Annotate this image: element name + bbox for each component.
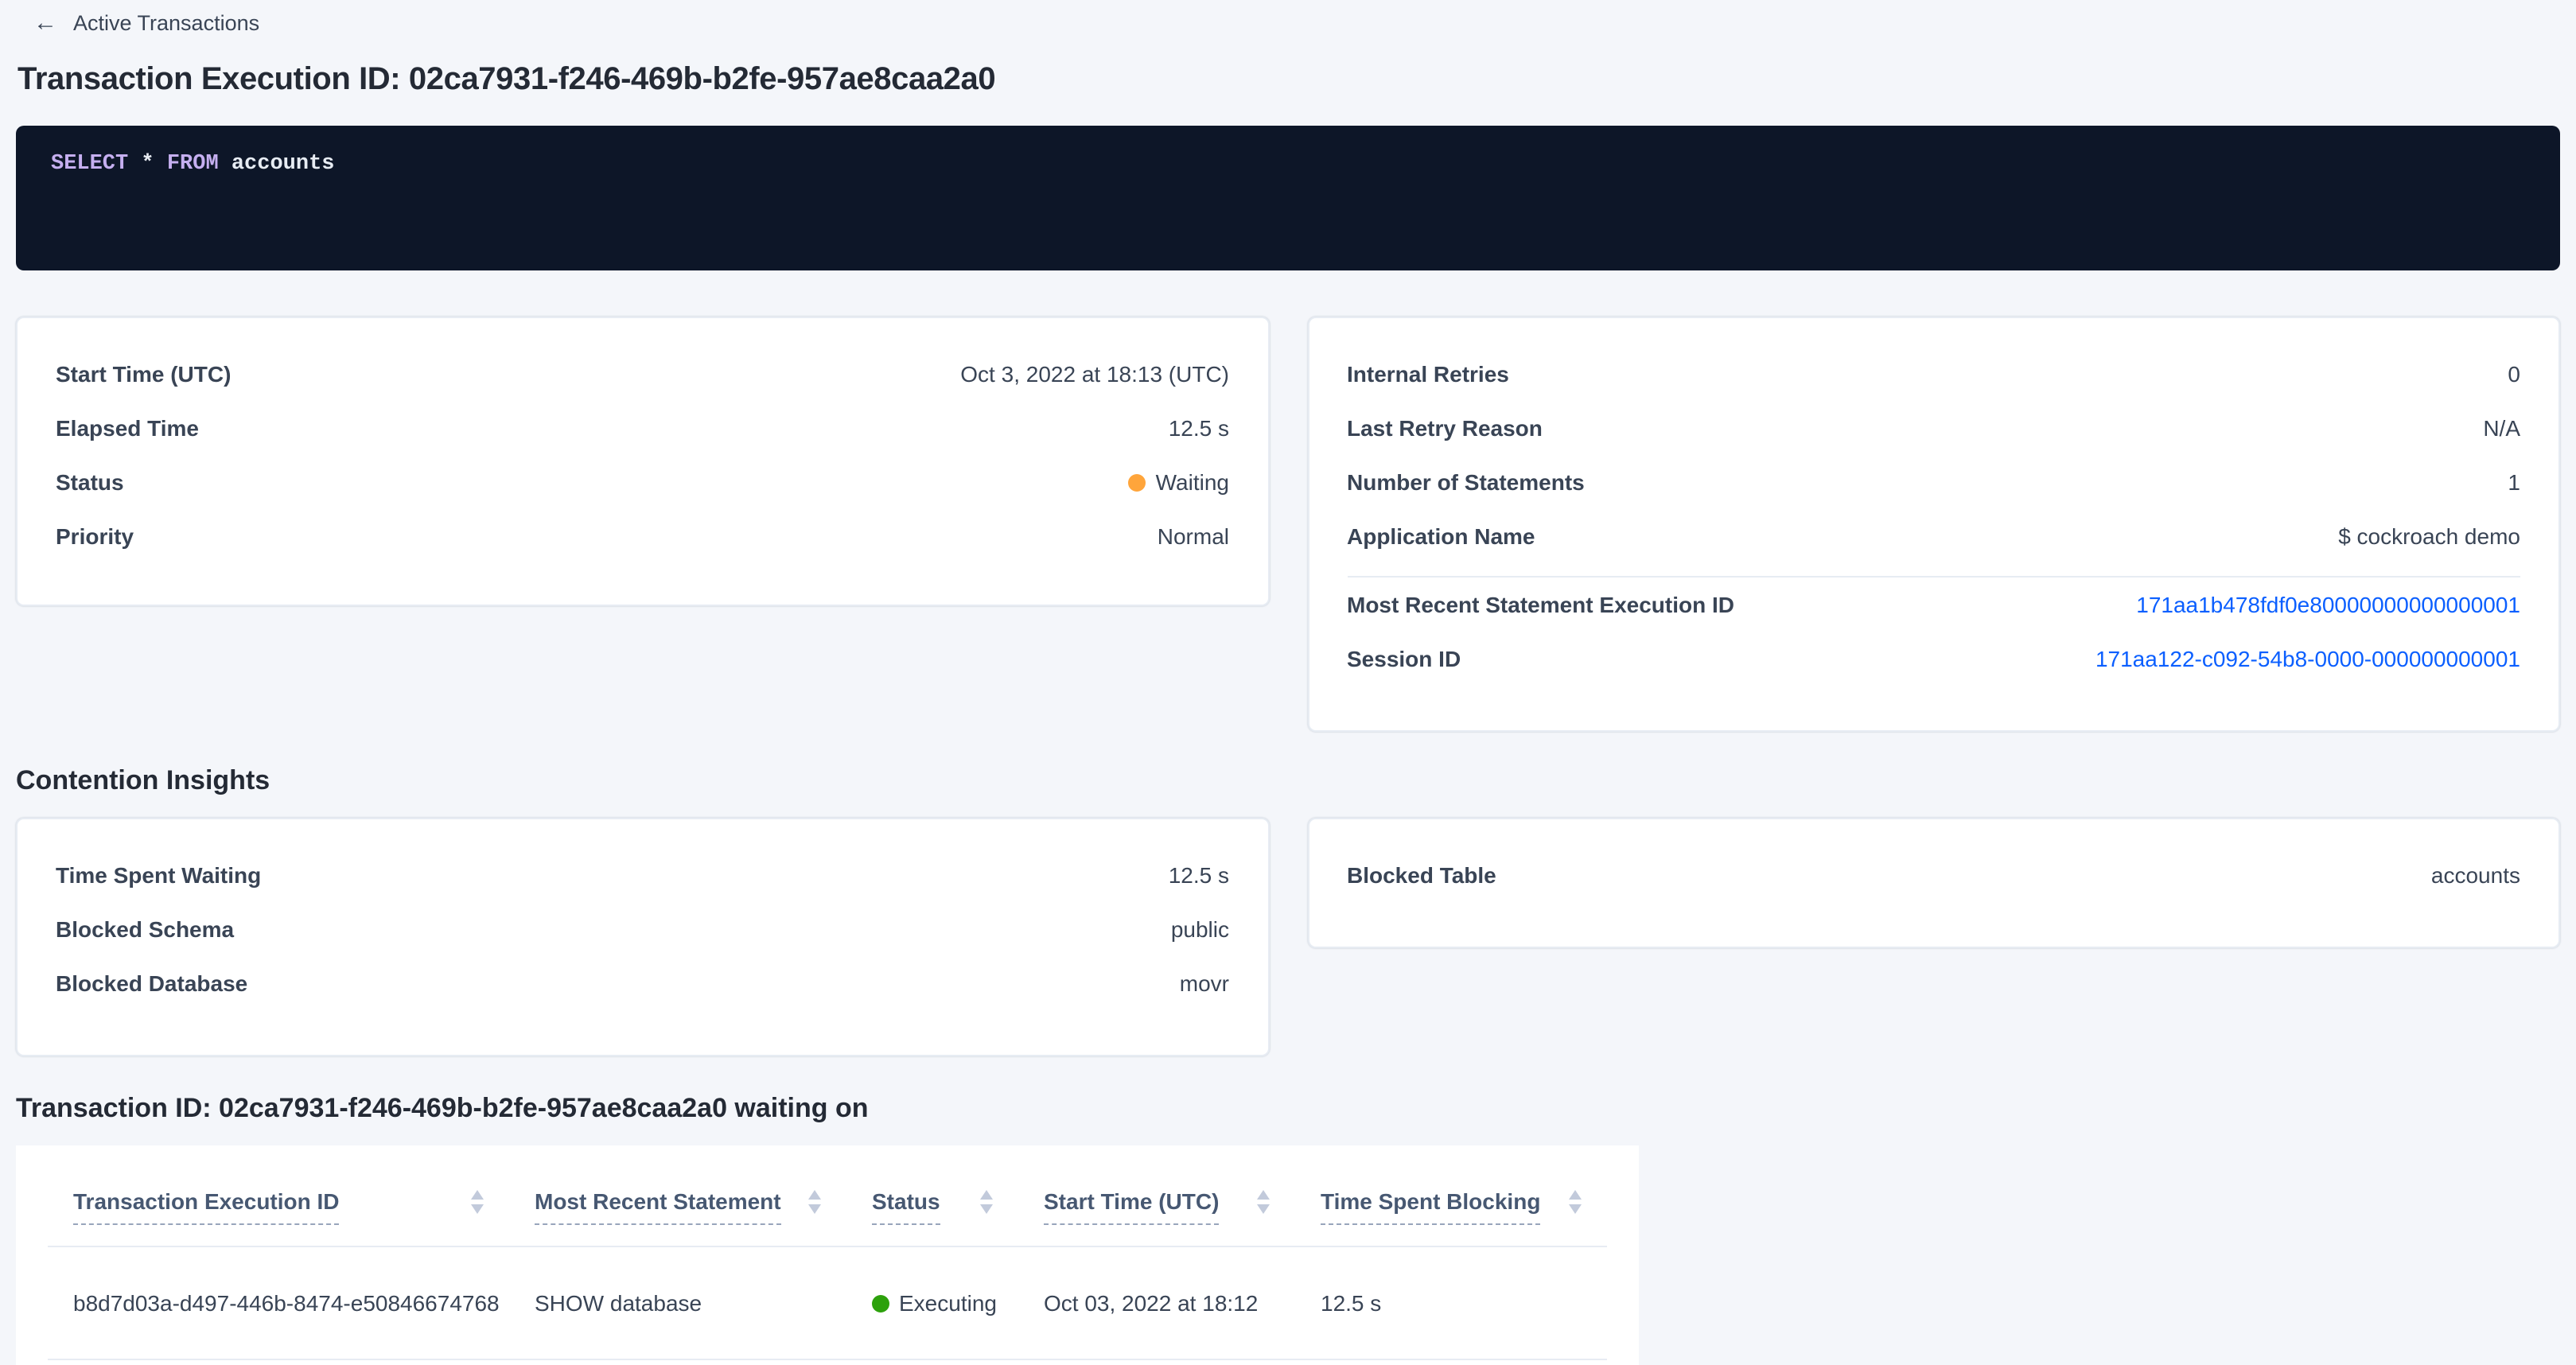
waiting-on-table-panel: Transaction Execution ID Most Recent Sta…	[16, 1145, 1639, 1365]
waiting-on-table: Transaction Execution ID Most Recent Sta…	[48, 1177, 1607, 1360]
cell-transaction-execution-id: b8d7d03a-d497-446b-8474-e50846674768	[73, 1290, 500, 1316]
priority-row: Priority Normal	[56, 509, 1229, 563]
column-header-label[interactable]: Start Time (UTC)	[1044, 1187, 1220, 1225]
statement-execution-id-link[interactable]: 171aa1b478fdf0e80000000000000001	[2136, 592, 2520, 617]
column-header-label[interactable]: Status	[872, 1187, 940, 1225]
sort-icon[interactable]	[980, 1190, 993, 1222]
sql-keyword-from: FROM	[166, 153, 219, 177]
elapsed-time-label: Elapsed Time	[56, 415, 200, 441]
priority-label: Priority	[56, 523, 134, 549]
application-name-value: $ cockroach demo	[2338, 523, 2520, 549]
column-header-start-time[interactable]: Start Time (UTC)	[1018, 1177, 1295, 1246]
arrow-left-icon: ←	[33, 10, 57, 37]
session-id-row: Session ID 171aa122-c092-54b8-0000-00000…	[1347, 632, 2520, 686]
waiting-on-heading: Transaction ID: 02ca7931-f246-469b-b2fe-…	[16, 1093, 869, 1123]
column-header-time-spent-blocking[interactable]: Time Spent Blocking	[1295, 1177, 1607, 1246]
contention-cards-row: Time Spent Waiting 12.5 s Blocked Schema…	[16, 818, 2560, 1056]
start-time-value: Oct 3, 2022 at 18:13 (UTC)	[960, 361, 1229, 387]
sort-icon[interactable]	[808, 1190, 821, 1222]
elapsed-time-value: 12.5 s	[1168, 415, 1229, 441]
statement-count-value: 1	[2508, 469, 2520, 495]
sort-icon[interactable]	[1257, 1190, 1270, 1222]
cell-start-time: Oct 03, 2022 at 18:12	[1044, 1290, 1259, 1316]
contention-card-right: Blocked Table accounts	[1307, 818, 2560, 948]
session-id-label: Session ID	[1347, 646, 1461, 671]
blocked-database-row: Blocked Database movr	[56, 956, 1229, 1010]
sort-icon[interactable]	[1569, 1190, 1582, 1222]
application-name-row: Application Name $ cockroach demo	[1347, 509, 2520, 563]
last-retry-reason-row: Last Retry Reason N/A	[1347, 401, 2520, 455]
sql-statement-box: SELECT * FROM accounts	[16, 126, 2560, 270]
blocked-database-label: Blocked Database	[56, 970, 248, 996]
sql-table-token: accounts	[218, 153, 335, 177]
back-to-active-transactions-link[interactable]: ← Active Transactions	[0, 0, 259, 38]
blocked-table-value: accounts	[2430, 862, 2520, 888]
sort-icon[interactable]	[471, 1190, 484, 1222]
summary-card-right: Internal Retries 0 Last Retry Reason N/A…	[1307, 317, 2560, 732]
application-name-label: Application Name	[1347, 523, 1535, 549]
cell-most-recent-statement: SHOW database	[535, 1290, 702, 1316]
column-header-transaction-execution-id[interactable]: Transaction Execution ID	[48, 1177, 509, 1246]
sql-statement-text: SELECT * FROM accounts	[51, 150, 2525, 181]
blocked-table-label: Blocked Table	[1347, 862, 1496, 888]
session-id-link[interactable]: 171aa122-c092-54b8-0000-000000000001	[2095, 646, 2520, 671]
cell-status-text: Executing	[899, 1290, 997, 1316]
statement-execution-id-row: Most Recent Statement Execution ID 171aa…	[1347, 578, 2520, 632]
blocked-table-row: Blocked Table accounts	[1347, 848, 2520, 902]
column-header-label[interactable]: Time Spent Blocking	[1321, 1187, 1541, 1225]
column-header-label[interactable]: Most Recent Statement	[535, 1187, 781, 1225]
blocked-schema-value: public	[1170, 916, 1229, 942]
sql-star-token: *	[128, 153, 167, 177]
last-retry-reason-value: N/A	[2483, 415, 2520, 441]
priority-value: Normal	[1157, 523, 1229, 549]
status-label: Status	[56, 469, 124, 495]
elapsed-time-row: Elapsed Time 12.5 s	[56, 401, 1229, 455]
blocked-database-value: movr	[1179, 970, 1229, 996]
cell-status: Executing	[846, 1246, 1018, 1359]
internal-retries-row: Internal Retries 0	[1347, 347, 2520, 401]
status-row: Status Waiting	[56, 455, 1229, 509]
contention-card-left: Time Spent Waiting 12.5 s Blocked Schema…	[16, 818, 1269, 1056]
page-title: Transaction Execution ID: 02ca7931-f246-…	[18, 62, 996, 97]
blocked-schema-row: Blocked Schema public	[56, 902, 1229, 956]
table-header-row: Transaction Execution ID Most Recent Sta…	[48, 1177, 1607, 1246]
statement-execution-id-label: Most Recent Statement Execution ID	[1347, 592, 1734, 617]
start-time-row: Start Time (UTC) Oct 3, 2022 at 18:13 (U…	[56, 347, 1229, 401]
column-header-most-recent-statement[interactable]: Most Recent Statement	[509, 1177, 846, 1246]
table-row: b8d7d03a-d497-446b-8474-e50846674768 SHO…	[48, 1246, 1607, 1359]
statement-count-label: Number of Statements	[1347, 469, 1585, 495]
blocked-schema-label: Blocked Schema	[56, 916, 235, 942]
executing-status-dot-icon	[872, 1294, 889, 1312]
internal-retries-value: 0	[2508, 361, 2520, 387]
contention-insights-heading: Contention Insights	[16, 765, 270, 795]
internal-retries-label: Internal Retries	[1347, 361, 1509, 387]
time-spent-waiting-row: Time Spent Waiting 12.5 s	[56, 848, 1229, 902]
status-value-text: Waiting	[1155, 469, 1229, 495]
waiting-status-dot-icon	[1128, 473, 1146, 491]
sql-keyword-select: SELECT	[51, 153, 129, 177]
start-time-label: Start Time (UTC)	[56, 361, 232, 387]
cell-time-spent-blocking: 12.5 s	[1321, 1290, 1382, 1316]
statement-count-row: Number of Statements 1	[1347, 455, 2520, 509]
status-value: Waiting	[1128, 469, 1229, 495]
breadcrumb-label: Active Transactions	[73, 11, 260, 35]
time-spent-waiting-label: Time Spent Waiting	[56, 862, 262, 888]
column-header-status[interactable]: Status	[846, 1177, 1018, 1246]
summary-card-left: Start Time (UTC) Oct 3, 2022 at 18:13 (U…	[16, 317, 1269, 606]
time-spent-waiting-value: 12.5 s	[1168, 862, 1229, 888]
card-divider	[1347, 576, 2520, 578]
column-header-label[interactable]: Transaction Execution ID	[73, 1187, 340, 1225]
summary-cards-row: Start Time (UTC) Oct 3, 2022 at 18:13 (U…	[16, 317, 2560, 732]
last-retry-reason-label: Last Retry Reason	[1347, 415, 1543, 441]
